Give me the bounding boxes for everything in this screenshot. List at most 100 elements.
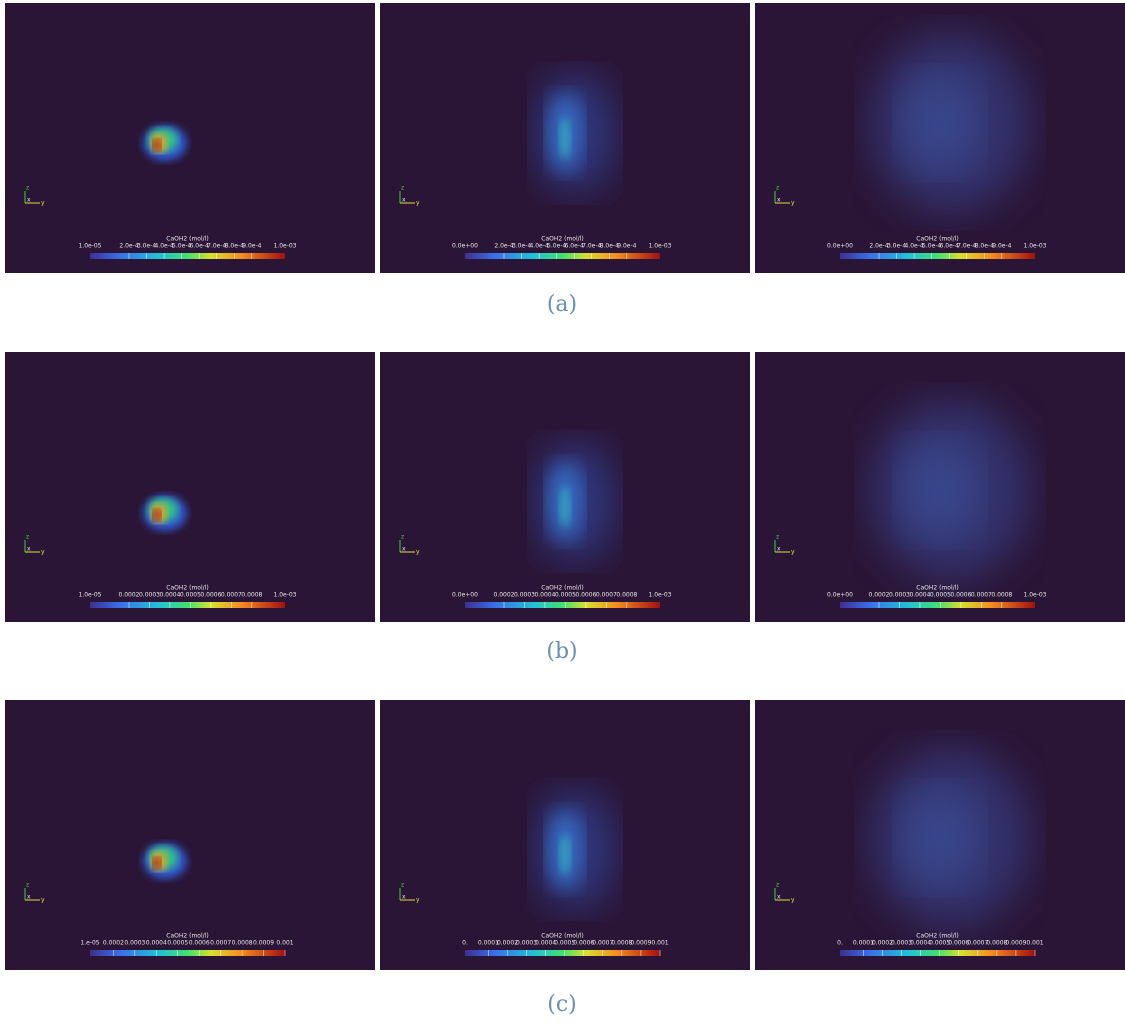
- plume: [153, 509, 161, 521]
- plume: [559, 487, 571, 527]
- colorbar-min: 0.0e+00: [827, 243, 853, 250]
- colorbar-title: CaOH2 (mol/l): [916, 585, 958, 592]
- axis-label: y: [416, 897, 420, 904]
- colorbar-tick-label: 0.0008: [616, 592, 637, 599]
- colorbar-tick-label: 0.0003: [514, 592, 535, 599]
- colorbar-tick-label: 2.0e-4: [119, 243, 138, 250]
- colorbar-title: CaOH2 (mol/l): [541, 236, 583, 243]
- colorbar-tick-label: 0.0006: [573, 940, 594, 947]
- colorbar-tick-label: 3.0e-4: [137, 243, 156, 250]
- colorbar: [90, 253, 285, 259]
- colorbar-tick-label: 0.0002: [119, 592, 140, 599]
- axis-label: x: [777, 894, 781, 901]
- colorbar-tick-label: 0.0008: [991, 592, 1012, 599]
- panel-background: [5, 3, 375, 273]
- colorbar-tick-label: 0.0006: [189, 940, 210, 947]
- colorbar: [90, 602, 285, 608]
- colorbar-tick-label: 7.0e-4: [207, 243, 226, 250]
- colorbar-tick-label: 6.0e-4: [940, 243, 959, 250]
- colorbar-tick-label: 0.0001: [478, 940, 499, 947]
- colorbar-tick-label: 0.0005: [180, 592, 201, 599]
- plume: [900, 440, 980, 540]
- colorbar-title: CaOH2 (mol/l): [916, 236, 958, 243]
- colorbar: [465, 602, 660, 608]
- colorbar-tick-label: 9.0e-4: [617, 243, 636, 250]
- axis-label: z: [776, 185, 779, 192]
- axis-label: y: [41, 897, 45, 904]
- colorbar-tick-label: 8.0e-4: [975, 243, 994, 250]
- axis-label: y: [41, 549, 45, 556]
- axis-label: y: [416, 200, 420, 207]
- colorbar-tick-label: 0.0003: [124, 940, 145, 947]
- colorbar-title: CaOH2 (mol/l): [541, 933, 583, 940]
- colorbar-tick-label: 2.0e-4: [869, 243, 888, 250]
- axis-label: x: [27, 894, 31, 901]
- colorbar-tick-label: 0.0003: [889, 592, 910, 599]
- colorbar-tick-label: 4.0e-4: [529, 243, 548, 250]
- colorbar-max: 1.0e-03: [648, 592, 671, 599]
- colorbar-tick-label: 0.0005: [930, 592, 951, 599]
- plume: [559, 118, 571, 158]
- axis-label: x: [27, 546, 31, 553]
- colorbar-tick-label: 0.0004: [534, 592, 555, 599]
- axis-label: y: [791, 549, 795, 556]
- colorbar-tick-label: 9.0e-4: [992, 243, 1011, 250]
- colorbar: [840, 253, 1035, 259]
- colorbar: [90, 950, 285, 956]
- colorbar-tick-label: 0.0004: [535, 940, 556, 947]
- axis-label: y: [41, 200, 45, 207]
- axis-label: z: [401, 185, 404, 192]
- colorbar-tick-label: 0.0007: [592, 940, 613, 947]
- colorbar-tick-label: 0.0005: [554, 940, 575, 947]
- colorbar-tick-label: 0.0009: [630, 940, 651, 947]
- colorbar-tick-label: 0.0007: [221, 592, 242, 599]
- axis-label: z: [26, 185, 29, 192]
- colorbar-tick-label: 7.0e-4: [957, 243, 976, 250]
- colorbar-min: 0.0e+00: [827, 592, 853, 599]
- colorbar-tick-label: 0.0006: [575, 592, 596, 599]
- colorbar-tick-label: 0.0005: [555, 592, 576, 599]
- colorbar-tick-label: 0.0002: [103, 940, 124, 947]
- colorbar: [465, 253, 660, 259]
- colorbar-max: 1.0e-03: [273, 243, 296, 250]
- figure: zxyCaOH2 (mol/l)1.0e-052.0e-43.0e-44.0e-…: [0, 0, 1125, 1023]
- colorbar-max: 1.0e-03: [648, 243, 671, 250]
- colorbar-tick-label: 5.0e-4: [922, 243, 941, 250]
- plume: [559, 835, 571, 875]
- panel-background: [5, 700, 375, 970]
- colorbar-tick-label: 4.0e-4: [154, 243, 173, 250]
- colorbar-min: 0.: [837, 940, 843, 947]
- colorbar: [465, 950, 660, 956]
- colorbar: [840, 950, 1035, 956]
- axis-label: x: [777, 546, 781, 553]
- panel-background: [5, 352, 375, 622]
- colorbar-tick-label: 0.0006: [950, 592, 971, 599]
- plume: [900, 73, 980, 173]
- axis-label: z: [776, 882, 779, 889]
- colorbar-tick-label: 0.0007: [967, 940, 988, 947]
- colorbar-tick-label: 0.0006: [948, 940, 969, 947]
- colorbar-tick-label: 0.0004: [910, 940, 931, 947]
- axis-label: y: [791, 897, 795, 904]
- colorbar-max: 1.0e-03: [1023, 592, 1046, 599]
- colorbar-tick-label: 0.001: [651, 940, 668, 947]
- colorbar-tick-label: 0.0008: [986, 940, 1007, 947]
- colorbar-tick-label: 7.0e-4: [582, 243, 601, 250]
- colorbar-min: 1.0e-05: [78, 592, 101, 599]
- colorbar-tick-label: 0.0007: [971, 592, 992, 599]
- axis-label: x: [402, 894, 406, 901]
- colorbar-tick-label: 0.0005: [929, 940, 950, 947]
- caption: (b): [546, 639, 577, 664]
- colorbar-min: 0.0e+00: [452, 243, 478, 250]
- colorbar-tick-label: 0.0002: [869, 592, 890, 599]
- colorbar-min: 1.0e-05: [78, 243, 101, 250]
- colorbar-tick-label: 0.0004: [146, 940, 167, 947]
